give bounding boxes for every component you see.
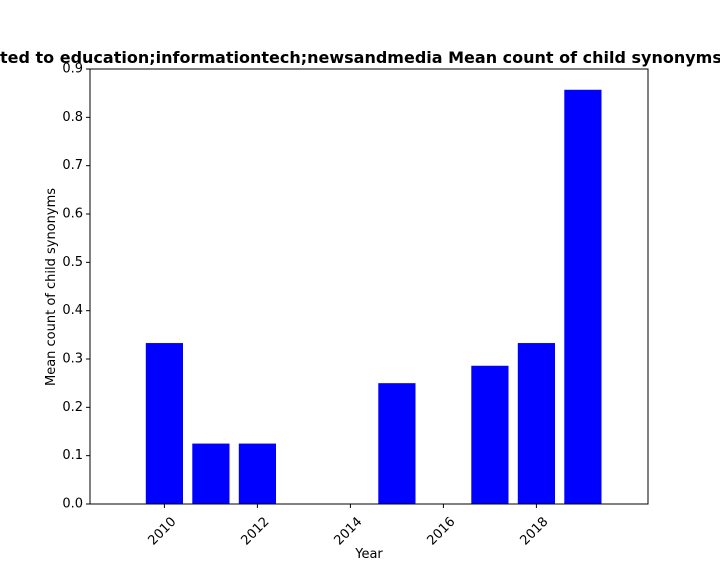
bars-group [145, 89, 602, 505]
y-tick-label: 0.8 [62, 110, 83, 125]
bar-2012 [238, 443, 276, 504]
y-tick-label: 0.4 [62, 303, 83, 318]
x-tick-label: 2016 [424, 514, 458, 548]
bar-2011 [192, 443, 230, 504]
x-tick-label: 2014 [331, 514, 365, 548]
x-tick-label: 2012 [238, 514, 272, 548]
y-tick-label: 0.2 [62, 400, 83, 415]
y-tick-label: 0.6 [62, 207, 83, 222]
bar-2017 [471, 365, 509, 504]
x-tick-label: 2010 [145, 514, 179, 548]
x-axis-ticks: 2010 2012 2014 2016 2018 [145, 504, 551, 548]
x-tick-label: 2018 [517, 514, 551, 548]
plot-frame [89, 68, 649, 505]
x-axis-label: Year [354, 547, 383, 562]
y-tick-label: 0.3 [62, 352, 83, 367]
y-tick-label: 0.5 [62, 255, 83, 270]
chart-title: Mean count of child synonyms related to … [0, 48, 720, 67]
bar-2015 [378, 383, 416, 504]
y-axis-label: Mean count of child synonyms [44, 188, 59, 386]
y-tick-label: 0.1 [62, 448, 83, 463]
bar-2018 [517, 343, 555, 504]
bar-2010 [145, 343, 183, 504]
y-axis-ticks: 0.0 0.1 0.2 0.3 0.4 0.5 0.6 0.7 0.8 0.9 [62, 62, 90, 512]
y-tick-label: 0.0 [62, 497, 83, 512]
y-tick-label: 0.7 [62, 158, 83, 173]
y-tick-label: 0.9 [62, 62, 83, 77]
bar-2019 [564, 89, 602, 505]
